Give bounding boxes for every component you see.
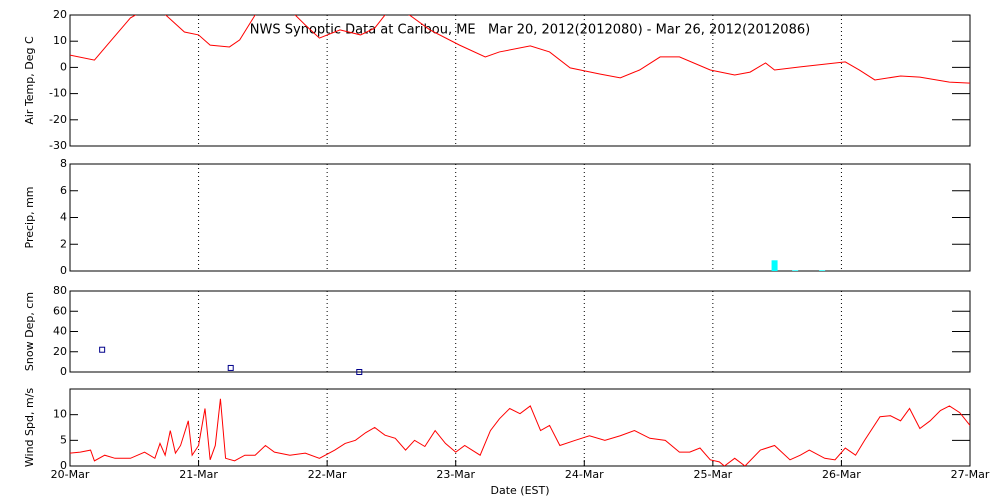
plot-frame: [69, 388, 971, 467]
y-tick-label: 40: [53, 325, 67, 338]
x-tick-label: 24-Mar: [565, 468, 604, 481]
y-tick-label: 0: [60, 60, 67, 73]
bar: [771, 260, 778, 271]
y-tick-label: 80: [53, 284, 67, 297]
point: [356, 369, 363, 375]
y-tick-label: 2: [60, 237, 67, 250]
y-tick-label: 4: [60, 211, 67, 224]
y-tick-label: 0: [60, 365, 67, 378]
plot-frame: [69, 290, 971, 373]
y-tick-label: 20: [53, 345, 67, 358]
plot-frame: [69, 163, 971, 272]
y-tick-label: -30: [49, 139, 67, 152]
plot-area: [771, 260, 826, 271]
y-tick-label: 10: [53, 34, 67, 47]
data-line: [70, 398, 970, 466]
y-tick-label: 60: [53, 304, 67, 317]
x-tick-label: 21-Mar: [179, 468, 218, 481]
plot-area: [70, 398, 970, 466]
x-tick-label: 25-Mar: [693, 468, 732, 481]
plot-frame: [69, 14, 971, 147]
chart-title: NWS Synoptic Data at Caribou, ME Mar 20,…: [250, 23, 810, 38]
y-axis-label: Wind Spd, m/s: [23, 388, 36, 468]
y-axis-label: Air Temp, Deg C: [23, 36, 36, 125]
y-axis-label: Snow Dep, cm: [23, 292, 36, 371]
x-axis-label: Date (EST): [490, 484, 549, 497]
point: [227, 364, 234, 371]
y-tick-label: 8: [60, 157, 67, 170]
y-tick-label: 5: [60, 433, 67, 446]
x-tick-label: 26-Mar: [822, 468, 861, 481]
x-tick-label: 20-Mar: [51, 468, 90, 481]
plot-area: [70, 15, 970, 84]
y-tick-label: 10: [53, 408, 67, 421]
y-tick-label: 20: [53, 8, 67, 21]
y-tick-label: -10: [49, 87, 67, 100]
y-axis-label: Precip, mm: [23, 187, 36, 249]
y-tick-label: 0: [60, 264, 67, 277]
bar: [819, 270, 826, 271]
y-tick-label: -20: [49, 113, 67, 126]
point: [99, 346, 106, 353]
data-line: [70, 15, 970, 84]
x-tick-label: 27-Mar: [951, 468, 990, 481]
x-tick-label: 22-Mar: [308, 468, 347, 481]
y-tick-label: 6: [60, 184, 67, 197]
bar: [792, 270, 799, 271]
y-tick-label: 0: [60, 459, 67, 472]
x-tick-label: 23-Mar: [436, 468, 475, 481]
